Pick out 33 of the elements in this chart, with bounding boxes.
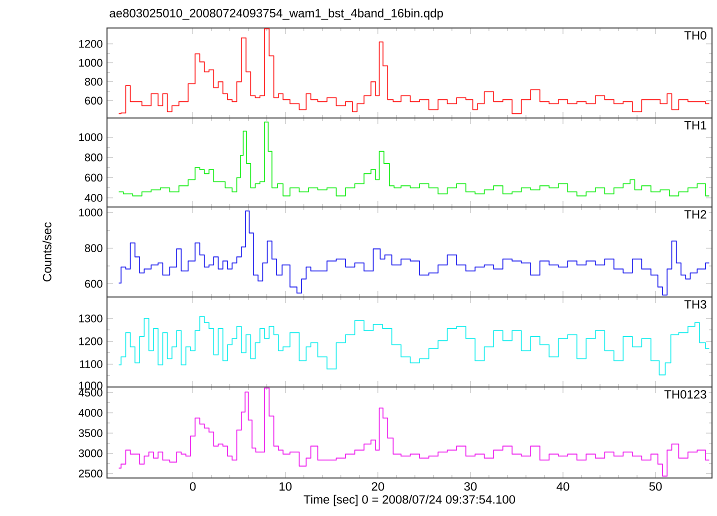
y-tick-label: 800	[84, 244, 102, 252]
y-tick-label: 1000	[79, 208, 102, 216]
x-tick-label: 40	[556, 482, 570, 491]
y-tick-label: 800	[84, 78, 102, 86]
y-tick-label: 3000	[78, 449, 102, 458]
series-label: TH3	[684, 300, 706, 309]
y-tick-label: 1200	[79, 337, 102, 346]
y-tick-label: 600	[85, 174, 102, 182]
x-tick-label: 30	[464, 482, 477, 491]
y-tick-label: 1200	[79, 40, 102, 48]
y-tick-label: 800	[84, 154, 102, 162]
y-tick-label: 1300	[79, 314, 102, 322]
chart-title: ae803025010_20080724093754_wam1_bst_4band_16bin.qdp	[110, 8, 443, 20]
x-tick-label: 50	[649, 482, 662, 491]
series-label: TH2	[684, 210, 706, 218]
text: TH0123	[664, 390, 706, 399]
y-tick-label: 3500	[78, 429, 102, 437]
y-tick-label: 1000	[79, 133, 102, 142]
y-axis-title: Counts/sec	[42, 222, 52, 282]
y-tick-label: 400	[84, 194, 102, 202]
y-tick-label: 1100	[80, 360, 102, 368]
y-tick-label: 4000	[78, 408, 102, 417]
y-tick-label: 1000	[79, 58, 102, 67]
y-tick-label: 4500	[78, 388, 102, 397]
x-axis-title: Time [sec] 0 = 2008/07/24 09:37:54.100	[304, 494, 516, 506]
x-tick-label: 10	[280, 482, 292, 491]
x-tick-label: 0	[190, 482, 196, 491]
y-tick-label: 2500	[78, 470, 102, 478]
y-tick-label: 600	[85, 280, 102, 288]
x-tick-label: 20	[372, 482, 384, 491]
y-tick-label: 600	[85, 96, 102, 105]
text: TH0	[684, 31, 706, 40]
text: TH1	[684, 121, 706, 130]
